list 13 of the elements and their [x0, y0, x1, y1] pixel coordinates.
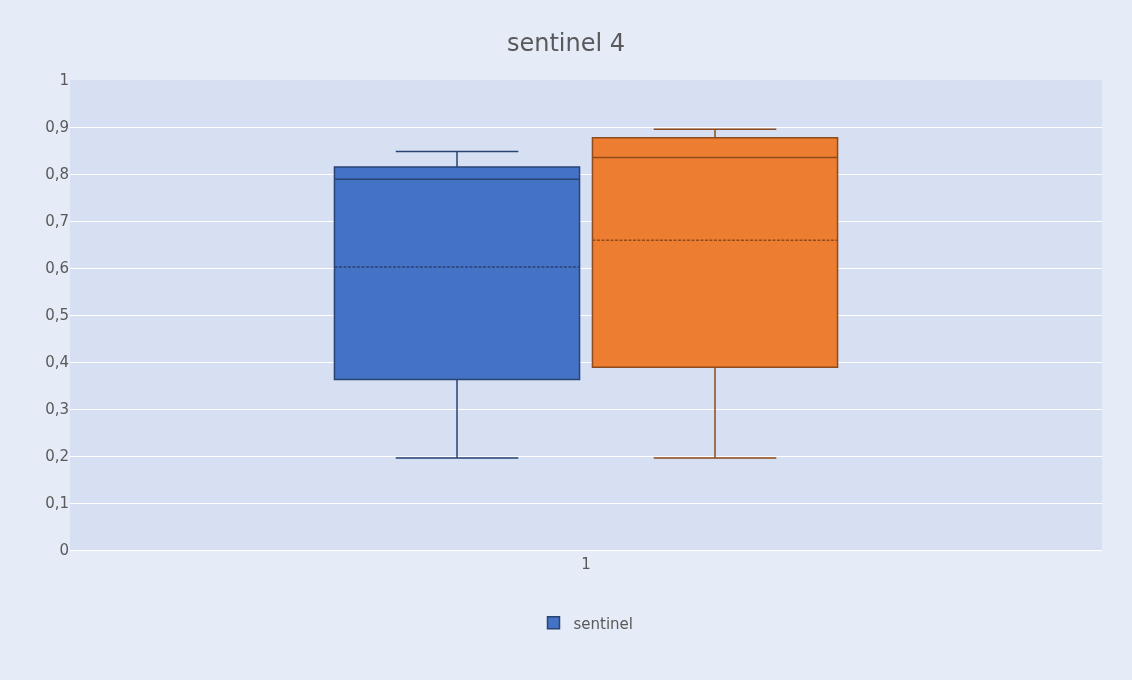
y-tick-label: 0,2: [45, 447, 69, 466]
y-tick-label: 1: [59, 71, 69, 90]
y-tick-label: 0,4: [45, 353, 69, 372]
y-tick-label: 0,3: [45, 400, 69, 419]
y-tick-label: 0,7: [45, 212, 69, 231]
y-tick-label: 0,6: [45, 259, 69, 278]
y-tick-label: 0,8: [45, 165, 69, 184]
y-tick-label: 0: [59, 541, 69, 560]
legend-label: sentinel: [573, 614, 634, 633]
chart-title: sentinel 4: [506, 28, 626, 57]
y-tick-label: 0,5: [45, 306, 69, 325]
y-tick-label: 0,9: [45, 118, 69, 137]
y-tick-label: 0,1: [45, 494, 69, 513]
